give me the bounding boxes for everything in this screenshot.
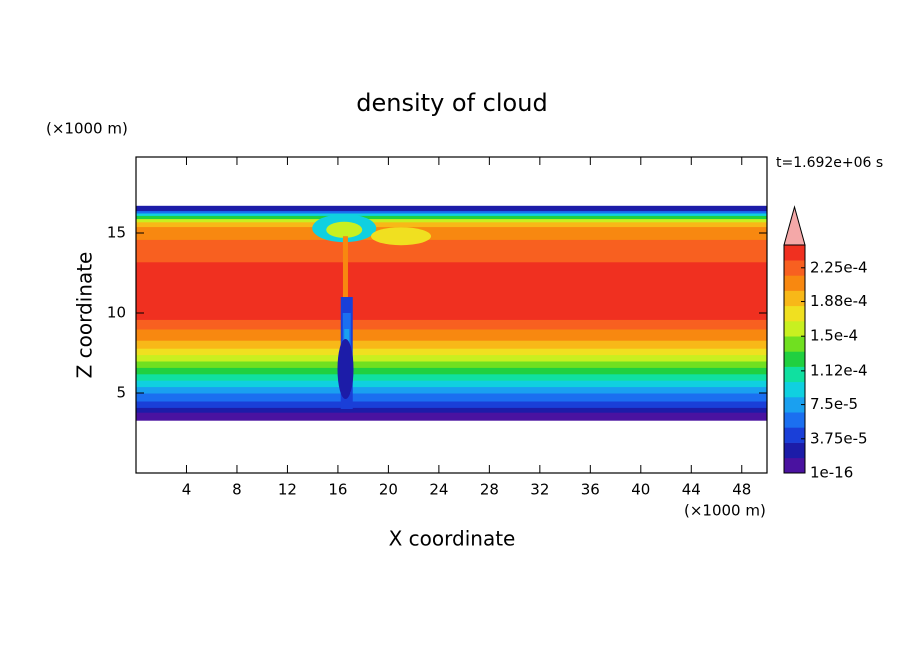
colorbar-tick-label: 1.88e-4 [810,292,868,310]
contour-band [136,329,767,341]
x-tick-label: 20 [379,481,398,499]
contour-band [136,221,767,228]
colorbar-extension [783,205,806,246]
contour-band [136,319,767,330]
colorbar-level [784,366,805,383]
colorbar-level [784,275,805,291]
colorbar-tick-label: 1.5e-4 [810,327,858,345]
cloud-plume [342,236,348,297]
contour-band [136,380,767,388]
colorbar-level [784,397,805,413]
contour-band [136,239,767,263]
colorbar-tick-label: 7.5e-5 [810,395,858,413]
cloud-plume [337,339,354,399]
contour-band [136,340,767,349]
contour-band [136,407,767,413]
colorbar-tick-label: 1e-16 [810,464,853,482]
colorbar-level [784,351,805,367]
x-tick-label: 32 [530,481,549,499]
colorbar-level [784,290,805,307]
colorbar-level [784,427,805,443]
y-label: Z coordinate [73,252,97,379]
contour-band [136,373,767,381]
x-label: X coordinate [389,527,516,551]
contour-band [136,226,767,240]
contour-band [136,215,767,220]
contour-band [136,348,767,356]
x-tick-label: 4 [182,481,192,499]
x-units: (×1000 m) [684,502,766,520]
contour-band [136,354,767,362]
chart-title: density of cloud [356,89,547,117]
cloud-swirl [371,227,432,246]
x-tick-label: 28 [480,481,499,499]
colorbar-level [784,336,805,352]
colorbar-level [784,321,805,337]
contour-band [136,361,767,368]
contour-band [136,393,767,402]
colorbar-level [784,305,805,322]
contour-field [136,205,767,421]
x-tick-label: 36 [581,481,600,499]
contour-band [136,210,767,214]
colorbar-frame [783,244,806,474]
contour-band [136,367,767,375]
x-tick-label: 12 [278,481,297,499]
y-tick-label: 10 [107,304,126,322]
x-tick-label: 24 [429,481,448,499]
y-tick-label: 15 [107,224,126,242]
colorbar-level [784,412,805,428]
colorbar-tick-label: 1.12e-4 [810,361,868,379]
contour-band [136,412,767,421]
plot-frame [135,156,768,474]
colorbar-level [784,260,805,276]
colorbar-level [784,442,805,459]
colorbar-tick-label: 2.25e-4 [810,258,868,276]
y-tick-label: 5 [116,384,126,402]
contour-band [136,261,767,320]
cloud-dome [326,221,363,238]
x-tick-label: 44 [682,481,701,499]
time-label: t=1.692e+06 s [776,155,883,171]
contour-band [136,205,767,212]
contour-band [136,218,767,223]
x-tick-label: 16 [328,481,347,499]
colorbar-level [784,381,805,398]
x-tick-label: 48 [732,481,751,499]
colorbar-tick-label: 3.75e-5 [810,429,868,447]
contour-band [136,213,767,216]
y-units: (×1000 m) [46,120,128,138]
x-tick-label: 8 [232,481,242,499]
colorbar-level [784,457,805,474]
contour-band [136,386,767,394]
x-tick-label: 40 [631,481,650,499]
colorbar-level [784,245,805,261]
contour-band [136,401,767,408]
